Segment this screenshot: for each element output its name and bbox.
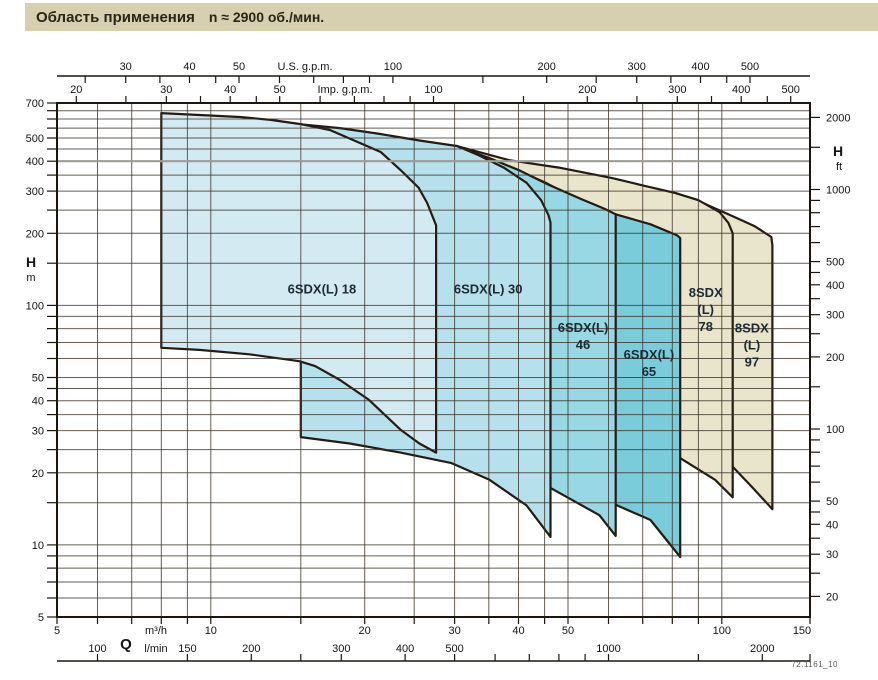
- lmin-axis-unit: l/min: [144, 643, 167, 655]
- m3h-tick-label: 10: [205, 625, 217, 637]
- us-gpm-axis-title: U.S. g.p.m.: [277, 61, 332, 73]
- imp-gpm-tick-label: 30: [160, 84, 172, 96]
- right-axis-unit: ft: [836, 161, 842, 173]
- grid: [57, 103, 810, 617]
- right-tick-label: 20: [826, 591, 838, 603]
- region-label-8SDX(L) 78: 8SDX: [689, 285, 723, 300]
- axis-left-H-m: 700 500 400 300 200 100 50 40 30 20 10 5 Hm: [26, 98, 57, 624]
- m3h-tick-label: 5: [54, 625, 60, 637]
- lmin-tick-label: 100: [88, 643, 106, 655]
- page-title: Область применения: [36, 9, 195, 26]
- m3h-axis-unit: m³/h: [145, 625, 167, 637]
- left-tick-label: 40: [32, 396, 44, 408]
- imp-gpm-tick-label: 100: [424, 84, 442, 96]
- imp-gpm-tick-label: 200: [578, 84, 596, 96]
- right-tick-label: 2000: [826, 112, 850, 124]
- us-gpm-tick-label: 40: [183, 61, 195, 73]
- left-tick-label: 20: [32, 468, 44, 480]
- region-label-6SDX(L) 46: 6SDX(L): [558, 320, 609, 335]
- m3h-tick-label: 30: [449, 625, 461, 637]
- left-tick-label: 5: [38, 612, 44, 624]
- imp-gpm-axis-title: Imp. g.p.m.: [317, 84, 372, 96]
- left-tick-label: 400: [26, 156, 44, 168]
- us-gpm-tick-label: 200: [538, 61, 556, 73]
- region-label-6SDX(L) 30: 6SDX(L) 30: [454, 282, 523, 297]
- lmin-tick-label: 2000: [750, 643, 774, 655]
- imp-gpm-tick-label: 400: [732, 84, 750, 96]
- axis-top-imp-gpm: 20 30 40 50 100 200 300 400 500 Imp. g.p.m.: [70, 84, 800, 103]
- us-gpm-tick-label: 400: [691, 61, 709, 73]
- region-label-6SDX(L) 65: 6SDX(L): [624, 347, 675, 362]
- m3h-tick-label: 20: [359, 625, 371, 637]
- region-label-8SDX(L) 78: (L): [697, 302, 714, 317]
- right-tick-label: 40: [826, 519, 838, 531]
- us-gpm-tick-label: 500: [741, 61, 759, 73]
- us-gpm-tick-label: 300: [628, 61, 646, 73]
- rpm-annotation: n ≈ 2900 об./мин.: [208, 9, 325, 25]
- right-axis-title: H: [833, 143, 843, 159]
- left-tick-label: 50: [32, 373, 44, 385]
- region-label-6SDX(L) 65: 65: [642, 364, 656, 379]
- left-tick-label: 10: [32, 540, 44, 552]
- us-gpm-tick-label: 50: [233, 61, 245, 73]
- right-tick-label: 100: [826, 424, 844, 436]
- right-tick-label: 30: [826, 549, 838, 561]
- left-tick-label: 30: [32, 426, 44, 438]
- axis-right-H-ft: 2000 1000 500 400 300 200 100 50 40 30 20 Hft: [810, 112, 850, 603]
- left-tick-label: 100: [26, 300, 44, 312]
- m3h-tick-label: 40: [512, 625, 524, 637]
- lmin-tick-label: 1000: [596, 643, 620, 655]
- lmin-tick-label: 200: [242, 643, 260, 655]
- right-tick-label: 200: [826, 352, 844, 364]
- right-tick-label: 50: [826, 496, 838, 508]
- right-tick-label: 300: [826, 310, 844, 322]
- us-gpm-tick-label: 30: [120, 61, 132, 73]
- region-label-8SDX(L) 97: (L): [744, 337, 761, 352]
- us-gpm-tick-label: 100: [384, 61, 402, 73]
- region-label-8SDX(L) 97: 8SDX: [735, 320, 769, 335]
- axis-top-us-gpm: 30 40 50 100 200 300 400 500 U.S. g.p.m.: [57, 61, 810, 83]
- flow-axis-title: Q: [120, 636, 132, 653]
- region-label-8SDX(L) 97: 97: [745, 354, 759, 369]
- right-tick-label: 500: [826, 257, 844, 269]
- lmin-tick-label: 400: [396, 643, 414, 655]
- title-bar: Область применения n ≈ 2900 об./мин.: [25, 3, 878, 31]
- axis-bottom-lmin: 100 150 200 300 400 500 1000 2000 l/min: [57, 643, 811, 662]
- left-axis-unit: m: [26, 272, 35, 284]
- region-labels: 8SDX (L) 97 8SDX (L) 78 6SDX(L) 65 6SDX(L) 46 6SDX…: [288, 282, 770, 379]
- lmin-tick-label: 150: [178, 643, 196, 655]
- right-tick-label: 400: [826, 280, 844, 292]
- left-tick-label: 700: [26, 98, 44, 110]
- left-tick-label: 300: [26, 186, 44, 198]
- m3h-tick-label: 100: [713, 625, 731, 637]
- left-axis-title: H: [26, 254, 36, 270]
- m3h-tick-label: 150: [793, 625, 811, 637]
- region-label-6SDX(L) 46: 46: [576, 337, 590, 352]
- left-tick-label: 200: [26, 228, 44, 240]
- imp-gpm-tick-label: 20: [70, 84, 82, 96]
- imp-gpm-tick-label: 40: [224, 84, 236, 96]
- region-label-6SDX(L) 18: 6SDX(L) 18: [288, 282, 357, 297]
- drawing-reference: 72.1161_10: [791, 660, 838, 669]
- right-tick-label: 1000: [826, 184, 850, 196]
- imp-gpm-tick-label: 500: [782, 84, 800, 96]
- m3h-tick-label: 50: [562, 625, 574, 637]
- pump-regions: [160, 112, 774, 559]
- region-label-8SDX(L) 78: 78: [698, 319, 712, 334]
- lmin-tick-label: 300: [332, 643, 350, 655]
- imp-gpm-tick-label: 50: [274, 84, 286, 96]
- axis-bottom-m3h: 5 10 20 30 40 50 100 150 m³/h Q: [54, 617, 811, 653]
- lmin-tick-label: 500: [445, 643, 463, 655]
- left-tick-label: 500: [26, 133, 44, 145]
- imp-gpm-tick-label: 300: [668, 84, 686, 96]
